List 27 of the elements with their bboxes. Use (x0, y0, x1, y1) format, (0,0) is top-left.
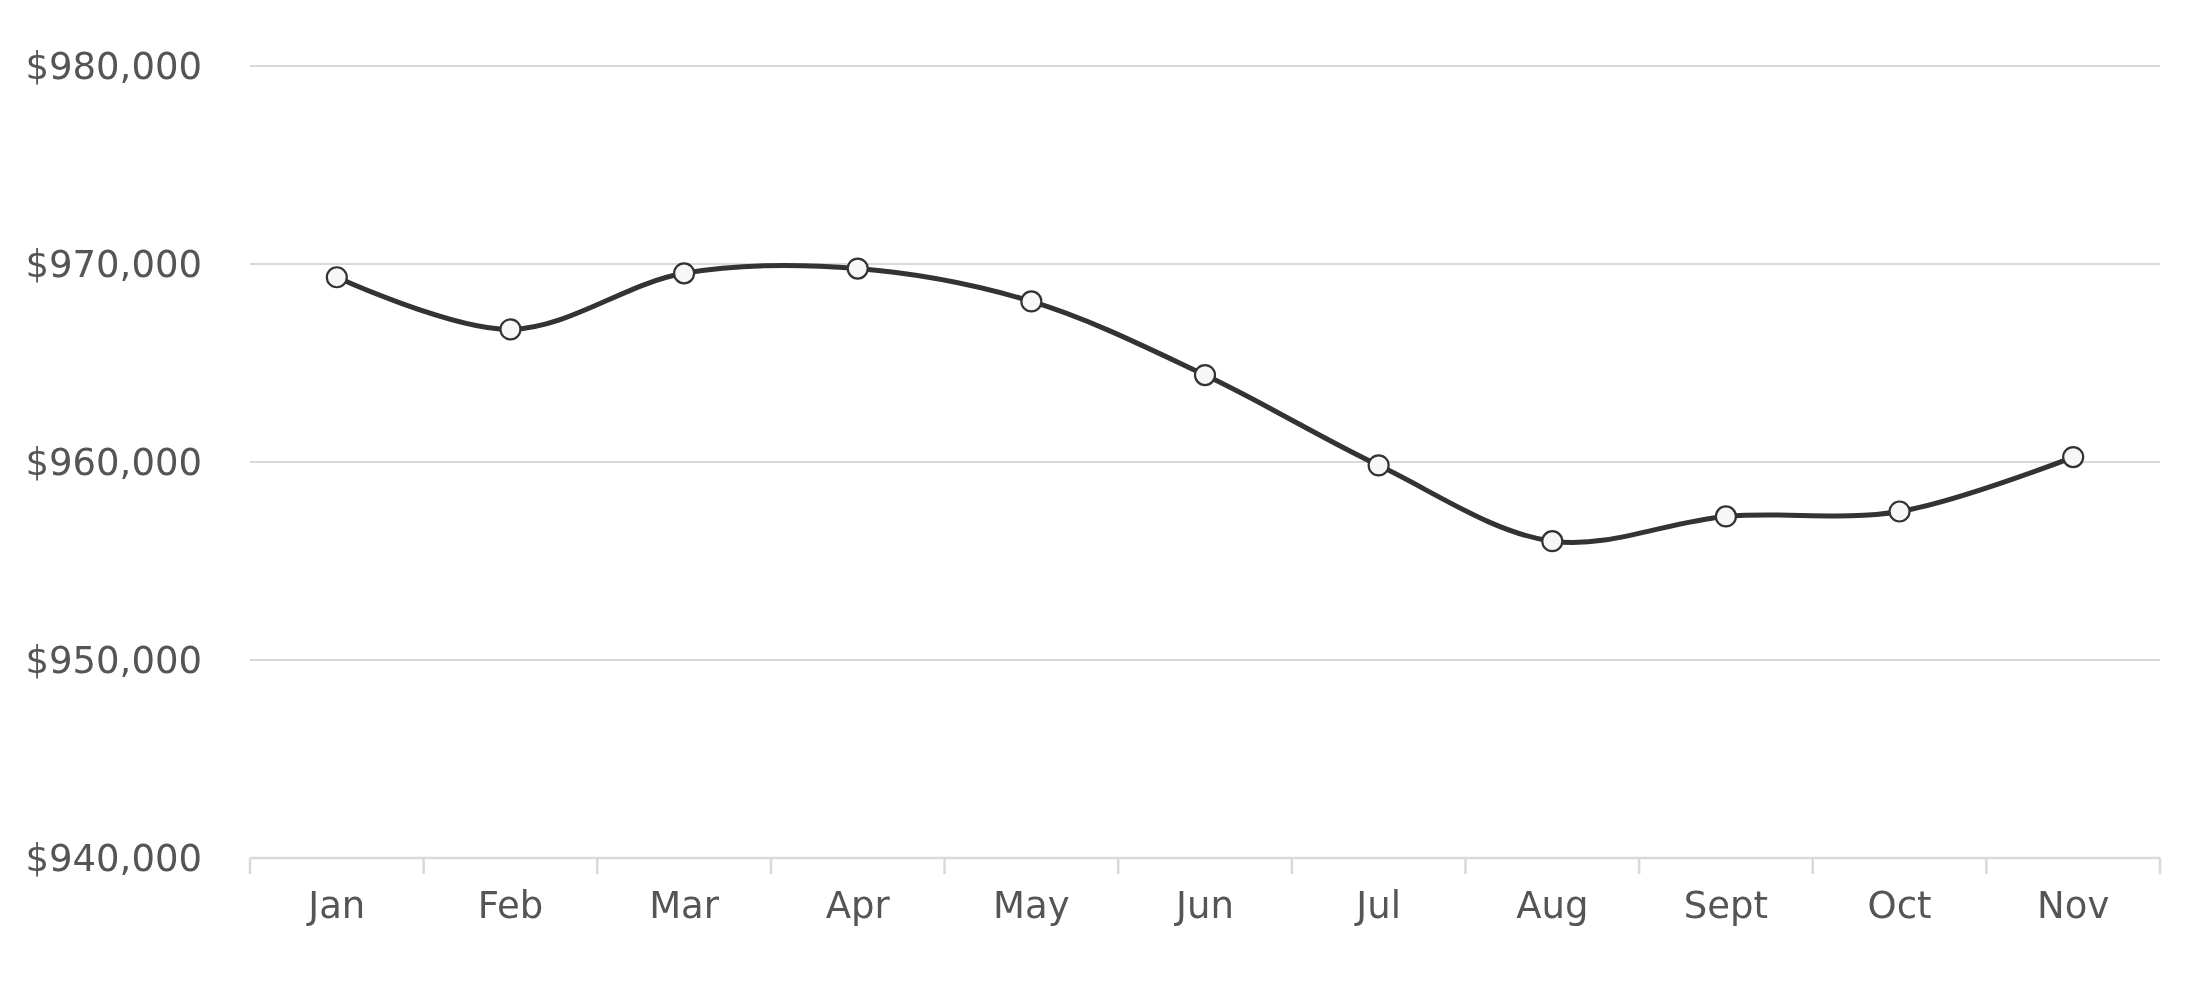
point (672, 262, 696, 285)
x-tick-label: Aug (1516, 884, 1589, 927)
x-tick-label: May (993, 884, 1070, 927)
x-tick-label: Oct (1867, 884, 1932, 927)
point (325, 266, 348, 289)
point (499, 318, 522, 341)
x-tick-label: Jun (1174, 884, 1234, 927)
y-tick-label: $960,000 (25, 440, 202, 484)
x-tick-label: Jan (306, 884, 366, 927)
point (1541, 530, 1564, 553)
point (1367, 454, 1390, 477)
x-tick-label: Nov (2037, 884, 2110, 927)
y-tick-label: $950,000 (25, 638, 202, 682)
point (2062, 445, 2085, 469)
x-tick-label: Feb (477, 884, 544, 927)
x-tick-label: Jul (1354, 884, 1401, 927)
x-tick-label: Sept (1683, 884, 1769, 927)
x-tick-label: Mar (649, 884, 720, 927)
y-tick-label: $980,000 (25, 44, 202, 88)
point (1193, 363, 1217, 387)
point (1020, 290, 1043, 313)
y-tick-label: $970,000 (25, 242, 202, 286)
point (1714, 505, 1738, 528)
x-tick-label: Apr (825, 884, 891, 927)
point (846, 257, 869, 280)
y-tick-label: $940,000 (25, 836, 202, 880)
point (1888, 500, 1911, 523)
